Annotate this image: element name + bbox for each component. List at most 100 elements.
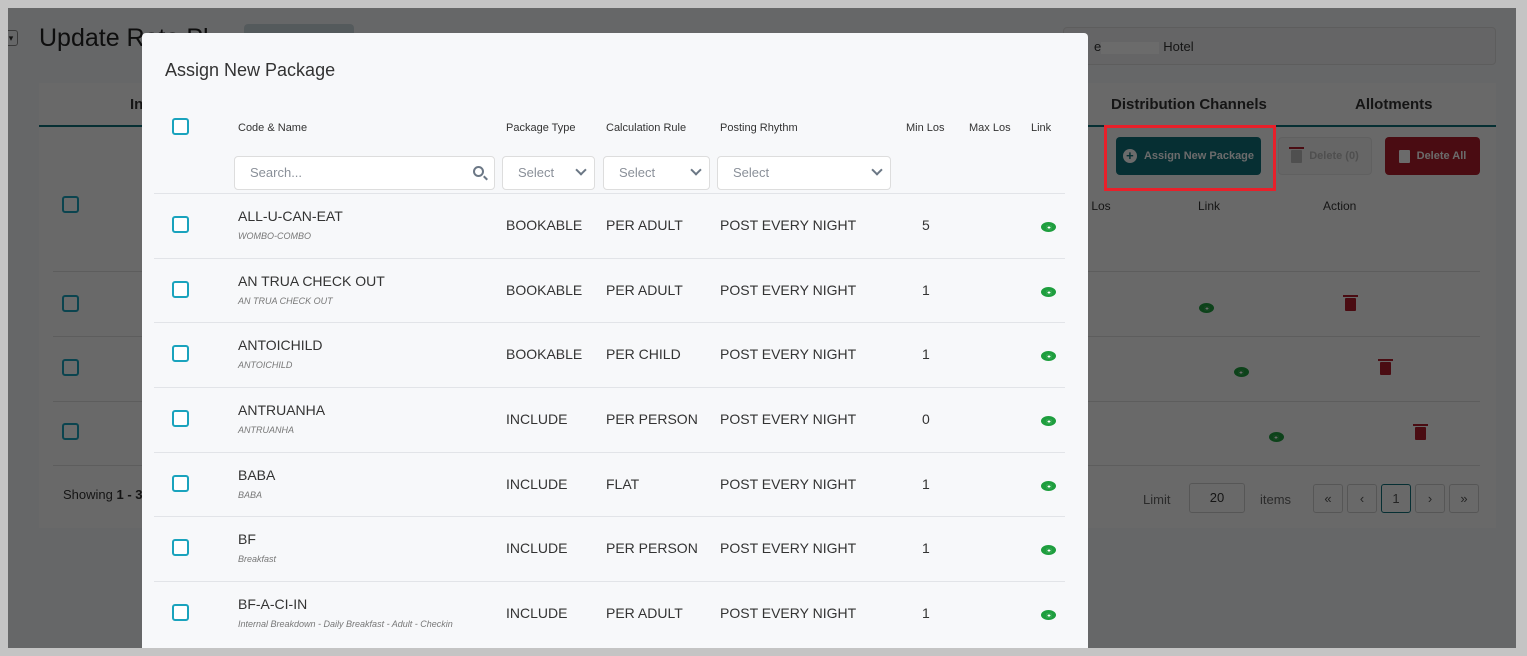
min-los: 1 bbox=[922, 540, 930, 556]
posting-rhythm: POST EVERY NIGHT bbox=[720, 476, 857, 492]
trash-icon bbox=[1396, 146, 1412, 163]
row-checkbox[interactable] bbox=[62, 295, 79, 312]
eye-icon[interactable] bbox=[1041, 416, 1056, 426]
hotel-name: Hotel bbox=[1163, 39, 1194, 54]
eye-icon[interactable] bbox=[1041, 481, 1056, 491]
package-type-value: Select bbox=[518, 165, 555, 180]
calculation-rule: PER ADULT bbox=[606, 217, 683, 233]
chevron-down-icon bbox=[575, 164, 587, 176]
app-window: ▾ Update Rate Pl e Hotel In Distribution … bbox=[8, 8, 1516, 648]
package-name: WOMBO-COMBO bbox=[238, 231, 311, 241]
package-row[interactable]: BABA BABA INCLUDE FLAT POST EVERY NIGHT … bbox=[154, 452, 1065, 517]
package-code: BABA bbox=[238, 467, 276, 483]
select-all-checkbox[interactable] bbox=[62, 196, 79, 213]
eye-icon[interactable] bbox=[1041, 610, 1056, 620]
package-row[interactable]: BF Breakfast INCLUDE PER PERSON POST EVE… bbox=[154, 516, 1065, 581]
delete-all-button[interactable]: Delete All bbox=[1385, 137, 1480, 175]
calculation-rule-value: Select bbox=[619, 165, 656, 180]
posting-rhythm: POST EVERY NIGHT bbox=[720, 346, 857, 362]
select-all-checkbox[interactable] bbox=[172, 118, 189, 135]
row-checkbox[interactable] bbox=[172, 345, 189, 362]
posting-rhythm: POST EVERY NIGHT bbox=[720, 217, 857, 233]
modal-title: Assign New Package bbox=[165, 60, 336, 80]
assign-new-package-button[interactable]: + Assign New Package bbox=[1116, 137, 1261, 175]
search-input[interactable]: Search... bbox=[234, 156, 495, 190]
assign-label: Assign New Package bbox=[1143, 150, 1255, 162]
hotel-selector[interactable]: e Hotel bbox=[1063, 27, 1496, 65]
delete-button[interactable]: Delete (0) bbox=[1278, 137, 1372, 175]
showing-range: 1 - 3 bbox=[116, 487, 143, 502]
trash-icon bbox=[1289, 146, 1305, 163]
eye-icon[interactable] bbox=[1041, 545, 1056, 555]
showing-label: Showing bbox=[63, 487, 113, 502]
posting-rhythm-select[interactable]: Select bbox=[717, 156, 891, 190]
posting-rhythm-value: Select bbox=[733, 165, 770, 180]
header-min-los: Min Los bbox=[906, 122, 945, 134]
package-name: AN TRUA CHECK OUT bbox=[238, 296, 333, 306]
row-checkbox[interactable] bbox=[172, 539, 189, 556]
first-page-button[interactable]: « bbox=[1313, 484, 1343, 513]
hotel-prefix: e bbox=[1094, 39, 1102, 54]
package-code: AN TRUA CHECK OUT bbox=[238, 273, 385, 289]
package-row[interactable]: AN TRUA CHECK OUT AN TRUA CHECK OUT BOOK… bbox=[154, 258, 1065, 323]
eye-icon[interactable] bbox=[1199, 303, 1214, 313]
limit-input[interactable]: 20 bbox=[1189, 483, 1245, 513]
min-los: 0 bbox=[922, 411, 930, 427]
package-code: ALL-U-CAN-EAT bbox=[238, 208, 343, 224]
row-checkbox[interactable] bbox=[62, 359, 79, 376]
calculation-rule: PER PERSON bbox=[606, 540, 698, 556]
package-name: Internal Breakdown - Daily Breakfast - A… bbox=[238, 619, 453, 629]
tab-distribution-channels[interactable]: Distribution Channels bbox=[1111, 96, 1267, 113]
eye-icon[interactable] bbox=[1268, 432, 1284, 442]
eye-icon[interactable] bbox=[1041, 351, 1056, 361]
package-type: BOOKABLE bbox=[506, 217, 583, 233]
package-row[interactable]: BF-A-CI-IN Internal Breakdown - Daily Br… bbox=[154, 581, 1065, 646]
row-checkbox[interactable] bbox=[172, 281, 189, 298]
package-code: BF bbox=[238, 531, 256, 547]
calculation-rule-select[interactable]: Select bbox=[603, 156, 710, 190]
column-action: Action bbox=[1323, 199, 1357, 213]
package-row[interactable]: ANTOICHILD ANTOICHILD BOOKABLE PER CHILD… bbox=[154, 322, 1065, 387]
header-max-los: Max Los bbox=[969, 122, 1011, 134]
showing-text: Showing 1 - 3 bbox=[63, 487, 143, 502]
eye-icon[interactable] bbox=[1041, 222, 1056, 232]
collapse-toggle[interactable]: ▾ bbox=[8, 30, 18, 46]
prev-page-button[interactable]: ‹ bbox=[1347, 484, 1377, 513]
package-code: ANTRUANHA bbox=[238, 402, 326, 418]
min-los: 1 bbox=[922, 346, 930, 362]
package-name: BABA bbox=[238, 490, 263, 500]
header-calculation-rule: Calculation Rule bbox=[606, 122, 687, 134]
assign-package-modal: Assign New Package Code & Name Package T… bbox=[142, 33, 1088, 648]
package-type-select[interactable]: Select bbox=[502, 156, 595, 190]
package-name: ANTOICHILD bbox=[238, 360, 293, 370]
tab-info[interactable]: In bbox=[130, 96, 144, 113]
min-los: 1 bbox=[922, 605, 930, 621]
package-type: INCLUDE bbox=[506, 605, 568, 621]
eye-icon[interactable] bbox=[1233, 367, 1249, 377]
package-name: Breakfast bbox=[238, 554, 277, 564]
row-checkbox[interactable] bbox=[172, 410, 189, 427]
trash-icon[interactable] bbox=[1413, 424, 1429, 440]
row-checkbox[interactable] bbox=[172, 216, 189, 233]
calculation-rule: PER ADULT bbox=[606, 605, 683, 621]
row-checkbox[interactable] bbox=[172, 475, 189, 492]
eye-icon[interactable] bbox=[1041, 287, 1056, 297]
package-row[interactable]: ALL-U-CAN-EAT WOMBO-COMBO BOOKABLE PER A… bbox=[154, 193, 1065, 258]
tab-allotments[interactable]: Allotments bbox=[1355, 96, 1433, 113]
items-label: items bbox=[1260, 492, 1292, 507]
min-los: 5 bbox=[922, 217, 930, 233]
package-code: BF-A-CI-IN bbox=[238, 596, 308, 612]
trash-icon[interactable] bbox=[1378, 359, 1394, 375]
row-checkbox[interactable] bbox=[62, 423, 79, 440]
package-type: INCLUDE bbox=[506, 476, 568, 492]
header-code-name: Code & Name bbox=[238, 122, 308, 134]
trash-icon[interactable] bbox=[1343, 295, 1359, 311]
row-checkbox[interactable] bbox=[172, 604, 189, 621]
last-page-button[interactable]: » bbox=[1449, 484, 1479, 513]
header-package-type: Package Type bbox=[506, 122, 576, 134]
package-code: ANTOICHILD bbox=[238, 337, 323, 353]
current-page-button[interactable]: 1 bbox=[1381, 484, 1411, 513]
next-page-button[interactable]: › bbox=[1415, 484, 1445, 513]
package-row[interactable]: ANTRUANHA ANTRUANHA INCLUDE PER PERSON P… bbox=[154, 387, 1065, 452]
posting-rhythm: POST EVERY NIGHT bbox=[720, 605, 857, 621]
